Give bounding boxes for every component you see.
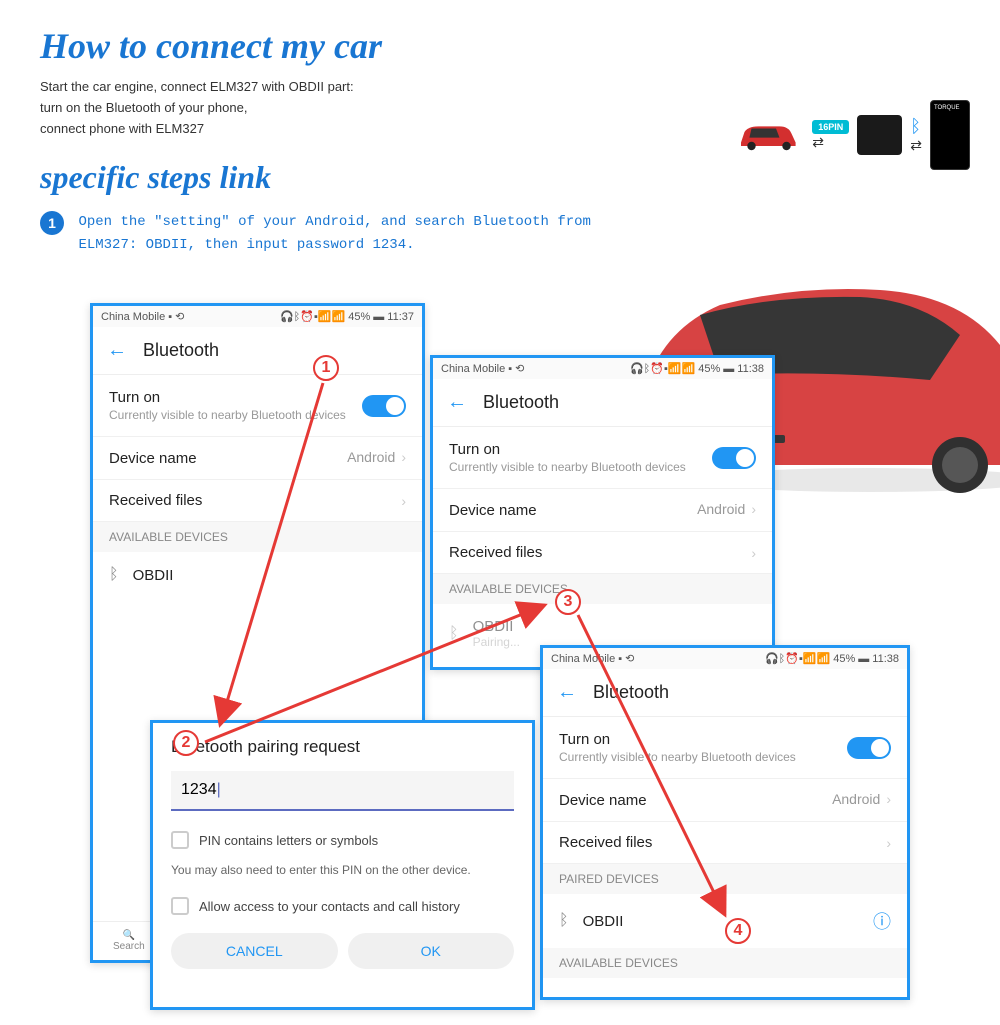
checkbox-icon[interactable] bbox=[171, 831, 189, 849]
turn-on-row[interactable]: Turn on Currently visible to nearby Blue… bbox=[93, 375, 422, 437]
received-files-row[interactable]: Received files › bbox=[433, 532, 772, 574]
pin-badge: 16PIN bbox=[812, 120, 849, 134]
device-name-row[interactable]: Device name Android› bbox=[93, 437, 422, 480]
connection-diagram: 16PIN ⇄ ᛒ ⇄ bbox=[734, 100, 970, 170]
step-number-badge: 1 bbox=[40, 211, 64, 235]
screenshot-bluetooth-paired: China Mobile ▪ ⟲ 🎧ᛒ⏰▪📶📶45% ▬ 11:38 ← Blu… bbox=[540, 645, 910, 1000]
paired-devices-header: PAIRED DEVICES bbox=[543, 864, 907, 894]
bluetooth-toggle[interactable] bbox=[712, 447, 756, 469]
checkbox-icon[interactable] bbox=[171, 897, 189, 915]
turn-on-row[interactable]: Turn on Currently visible to nearby Blue… bbox=[543, 717, 907, 779]
available-devices-header: AVAILABLE DEVICES bbox=[433, 574, 772, 604]
back-icon[interactable]: ← bbox=[107, 339, 127, 362]
bluetooth-icon: ᛒ bbox=[449, 625, 459, 643]
status-bar: China Mobile ▪ ⟲ 🎧ᛒ⏰▪📶📶45% ▬ 11:37 bbox=[93, 306, 422, 327]
device-name-row[interactable]: Device name Android› bbox=[433, 489, 772, 532]
device-obdii-row[interactable]: ᛒ OBDII bbox=[93, 552, 422, 598]
dialog-note: You may also need to enter this PIN on t… bbox=[153, 857, 532, 889]
pairing-dialog: Bluetooth pairing request 1234 PIN conta… bbox=[150, 720, 535, 1010]
search-icon: 🔍 bbox=[113, 930, 145, 941]
device-obdii-paired-row[interactable]: ᛒ OBDII ⓘ bbox=[543, 894, 907, 948]
bluetooth-toggle[interactable] bbox=[847, 737, 891, 759]
back-icon[interactable]: ← bbox=[447, 391, 467, 414]
step-marker-1: 1 bbox=[313, 355, 339, 381]
bidir-arrow-icon: ⇄ bbox=[812, 134, 849, 151]
step-marker-4: 4 bbox=[725, 918, 751, 944]
obd-device-icon bbox=[857, 115, 902, 155]
allow-access-checkbox-row[interactable]: Allow access to your contacts and call h… bbox=[153, 889, 532, 923]
step-instruction: Open the "setting" of your Android, and … bbox=[78, 211, 618, 256]
available-devices-header: AVAILABLE DEVICES bbox=[543, 948, 907, 978]
step-marker-3: 3 bbox=[555, 589, 581, 615]
available-devices-header: AVAILABLE DEVICES bbox=[93, 522, 422, 552]
ok-button[interactable]: OK bbox=[348, 933, 515, 969]
main-title: How to connect my car bbox=[40, 25, 1000, 67]
status-bar: China Mobile ▪ ⟲ 🎧ᛒ⏰▪📶📶45% ▬ 11:38 bbox=[543, 648, 907, 669]
status-bar: China Mobile ▪ ⟲ 🎧ᛒ⏰▪📶📶45% ▬ 11:38 bbox=[433, 358, 772, 379]
device-name-row[interactable]: Device name Android› bbox=[543, 779, 907, 822]
car-icon bbox=[734, 118, 804, 153]
bluetooth-header: ← Bluetooth bbox=[93, 327, 422, 375]
turn-on-row[interactable]: Turn on Currently visible to nearby Blue… bbox=[433, 427, 772, 489]
bluetooth-icon: ᛒ bbox=[910, 116, 921, 136]
info-icon[interactable]: ⓘ bbox=[873, 908, 891, 934]
bluetooth-icon: ᛒ bbox=[559, 912, 569, 930]
bluetooth-header: ← Bluetooth bbox=[433, 379, 772, 427]
pin-input[interactable]: 1234 bbox=[171, 771, 514, 811]
bluetooth-header: ← Bluetooth bbox=[543, 669, 907, 717]
screenshot-bluetooth-pairing: China Mobile ▪ ⟲ 🎧ᛒ⏰▪📶📶45% ▬ 11:38 ← Blu… bbox=[430, 355, 775, 670]
bluetooth-icon: ᛒ bbox=[109, 566, 119, 584]
dialog-title: Bluetooth pairing request bbox=[153, 723, 532, 771]
step-marker-2: 2 bbox=[173, 730, 199, 756]
received-files-row[interactable]: Received files › bbox=[93, 480, 422, 522]
bidir-arrow-icon: ⇄ bbox=[910, 137, 922, 154]
pin-letters-checkbox-row[interactable]: PIN contains letters or symbols bbox=[153, 823, 532, 857]
phone-icon bbox=[930, 100, 970, 170]
back-icon[interactable]: ← bbox=[557, 681, 577, 704]
cancel-button[interactable]: CANCEL bbox=[171, 933, 338, 969]
received-files-row[interactable]: Received files › bbox=[543, 822, 907, 864]
bluetooth-toggle[interactable] bbox=[362, 395, 406, 417]
